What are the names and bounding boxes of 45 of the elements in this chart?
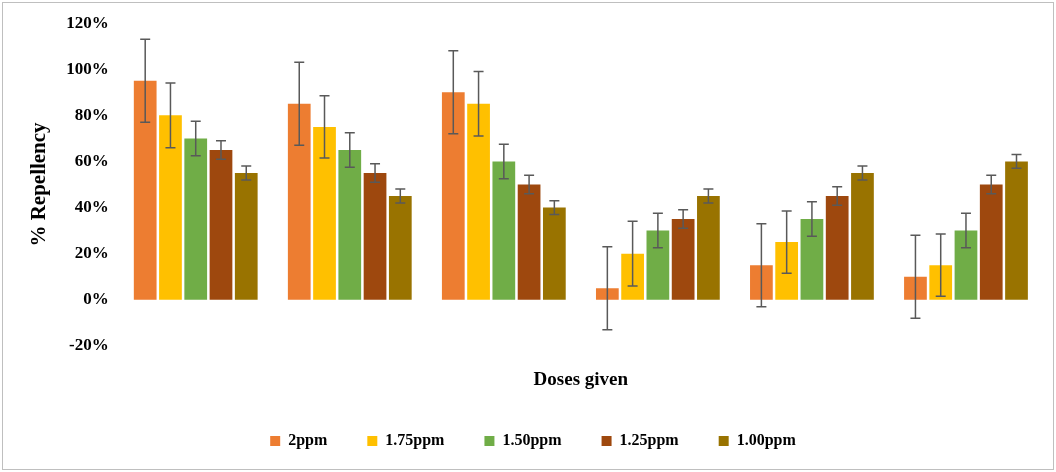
y-tick-label: 120% xyxy=(66,12,109,32)
bar xyxy=(646,230,670,300)
bar xyxy=(542,207,566,300)
bar xyxy=(133,80,157,300)
bar xyxy=(159,115,182,300)
bar xyxy=(209,149,233,300)
y-tick-label: -20% xyxy=(69,335,109,355)
bar xyxy=(441,92,465,300)
bar xyxy=(467,103,490,300)
y-tick-label: 100% xyxy=(66,58,109,78)
y-tick-label: 20% xyxy=(74,243,109,263)
legend-label: 1.00ppm xyxy=(736,431,797,450)
bar xyxy=(621,253,644,300)
bar xyxy=(800,219,824,300)
bar xyxy=(697,196,720,300)
bar xyxy=(851,172,874,300)
y-tick-label: 60% xyxy=(74,150,109,170)
y-tick-label: 40% xyxy=(74,196,109,216)
bar xyxy=(904,276,927,300)
bar xyxy=(184,138,208,300)
bar xyxy=(234,172,258,300)
y-axis-title: % Repellency xyxy=(26,121,51,247)
legend-label: 1.25ppm xyxy=(619,431,680,450)
bar xyxy=(979,184,1003,300)
bar xyxy=(954,230,978,300)
y-tick-label: 80% xyxy=(74,104,109,124)
bar xyxy=(388,196,412,300)
bar xyxy=(825,196,849,300)
bar xyxy=(338,149,362,300)
bar xyxy=(517,184,541,300)
bar xyxy=(287,103,311,300)
bar xyxy=(595,288,619,300)
bar xyxy=(363,172,387,300)
legend-label: 1.50ppm xyxy=(502,431,563,450)
bar xyxy=(929,265,953,300)
bar xyxy=(775,242,799,300)
bar xyxy=(1005,161,1028,300)
bar xyxy=(492,161,516,300)
x-axis-title: Doses given xyxy=(533,367,629,389)
legend-label: 2ppm xyxy=(288,431,328,450)
legend-label: 1.75ppm xyxy=(385,431,446,450)
bar xyxy=(671,219,695,300)
y-tick-label: 0% xyxy=(83,289,109,309)
bar xyxy=(313,126,336,300)
bar xyxy=(750,265,773,300)
